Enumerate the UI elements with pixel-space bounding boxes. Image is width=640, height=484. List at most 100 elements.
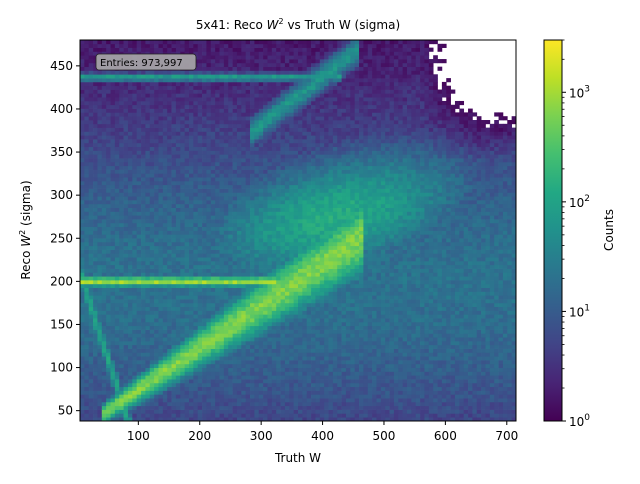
heatmap-cell [237,208,242,212]
heatmap-cell [137,238,142,242]
heatmap-cell [289,219,294,223]
heatmap-cell [93,70,98,74]
heatmap-cell [237,97,242,101]
heatmap-cell [193,349,198,353]
heatmap-cell [89,154,94,158]
heatmap-cell [189,276,194,280]
heatmap-cell [215,185,220,189]
heatmap-cell [124,93,129,97]
heatmap-cell [259,40,264,44]
heatmap-cell [89,413,94,417]
heatmap-cell [141,371,146,375]
heatmap-cell [158,291,163,295]
heatmap-cell [228,147,233,151]
heatmap-cell [281,154,286,158]
heatmap-cell [276,337,281,341]
heatmap-cell [176,280,181,284]
heatmap-cell [115,196,120,200]
heatmap-cell [272,150,277,154]
heatmap-cell [254,51,259,55]
heatmap-cell [202,234,207,238]
heatmap-cell [163,200,168,204]
heatmap-cell [80,375,85,379]
heatmap-cell [154,337,159,341]
heatmap-cell [246,143,251,147]
heatmap-cell [267,128,272,132]
heatmap-cell [145,406,150,410]
heatmap-cell [185,246,190,250]
heatmap-cell [132,162,137,166]
heatmap-cell [263,318,268,322]
heatmap-cell [89,109,94,113]
heatmap-cell [228,67,233,71]
heatmap-cell [233,48,238,52]
heatmap-cell [154,387,159,391]
heatmap-cell [93,303,98,307]
heatmap-cell [272,177,277,181]
heatmap-cell [224,93,229,97]
heatmap-cell [137,406,142,410]
heatmap-cell [176,173,181,177]
heatmap-cell [259,67,264,71]
heatmap-cell [128,231,133,235]
heatmap-cell [132,276,137,280]
heatmap-cell [102,124,107,128]
heatmap-cell [241,109,246,113]
heatmap-cell [176,291,181,295]
heatmap-cell [272,379,277,383]
heatmap-cell [241,238,246,242]
heatmap-cell [84,371,89,375]
heatmap-cell [202,48,207,52]
heatmap-cell [145,128,150,132]
heatmap-cell [176,246,181,250]
heatmap-cell [259,173,264,177]
heatmap-cell [241,410,246,414]
heatmap-cell [294,78,299,82]
heatmap-cell [180,314,185,318]
heatmap-cell [267,135,272,139]
heatmap-cell [233,90,238,94]
heatmap-cell [141,109,146,113]
heatmap-cell [154,120,159,124]
heatmap-cell [276,330,281,334]
heatmap-cell [163,391,168,395]
heatmap-cell [263,413,268,417]
heatmap-cell [89,192,94,196]
heatmap-cell [228,322,233,326]
heatmap-cell [202,204,207,208]
heatmap-cell [294,162,299,166]
heatmap-cell [189,227,194,231]
heatmap-cell [145,105,150,109]
heatmap-cell [241,368,246,372]
heatmap-cell [97,147,102,151]
heatmap-cell [206,375,211,379]
heatmap-cell [115,211,120,215]
heatmap-cell [254,333,259,337]
heatmap-cell [137,215,142,219]
heatmap-cell [193,276,198,280]
heatmap-cell [132,48,137,52]
heatmap-cell [220,101,225,105]
heatmap-cell [163,303,168,307]
heatmap-cell [276,387,281,391]
heatmap-cell [285,124,290,128]
heatmap-cell [163,116,168,120]
heatmap-cell [180,112,185,116]
heatmap-cell [154,253,159,257]
heatmap-cell [115,402,120,406]
heatmap-cell [254,330,259,334]
heatmap-cell [276,314,281,318]
heatmap-cell [250,326,255,330]
heatmap-cell [215,59,220,63]
heatmap-cell [189,410,194,414]
heatmap-cell [180,181,185,185]
heatmap-cell [111,299,116,303]
heatmap-cell [124,345,129,349]
heatmap-cell [172,173,177,177]
heatmap-cell [93,135,98,139]
heatmap-cell [128,86,133,90]
heatmap-cell [193,181,198,185]
heatmap-cell [111,124,116,128]
heatmap-cell [119,379,124,383]
heatmap-cell [189,158,194,162]
